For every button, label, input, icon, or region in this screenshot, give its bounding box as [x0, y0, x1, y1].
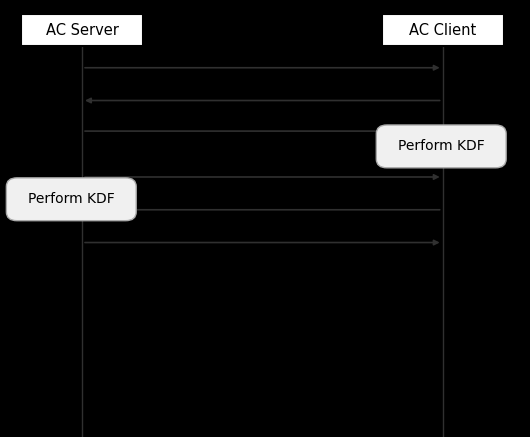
Text: Perform KDF: Perform KDF	[398, 139, 484, 153]
FancyBboxPatch shape	[382, 14, 503, 46]
FancyBboxPatch shape	[6, 178, 136, 221]
FancyBboxPatch shape	[21, 14, 143, 46]
Text: Perform KDF: Perform KDF	[28, 192, 114, 206]
Text: AC Client: AC Client	[409, 23, 476, 38]
FancyBboxPatch shape	[376, 125, 506, 168]
Text: AC Server: AC Server	[46, 23, 119, 38]
